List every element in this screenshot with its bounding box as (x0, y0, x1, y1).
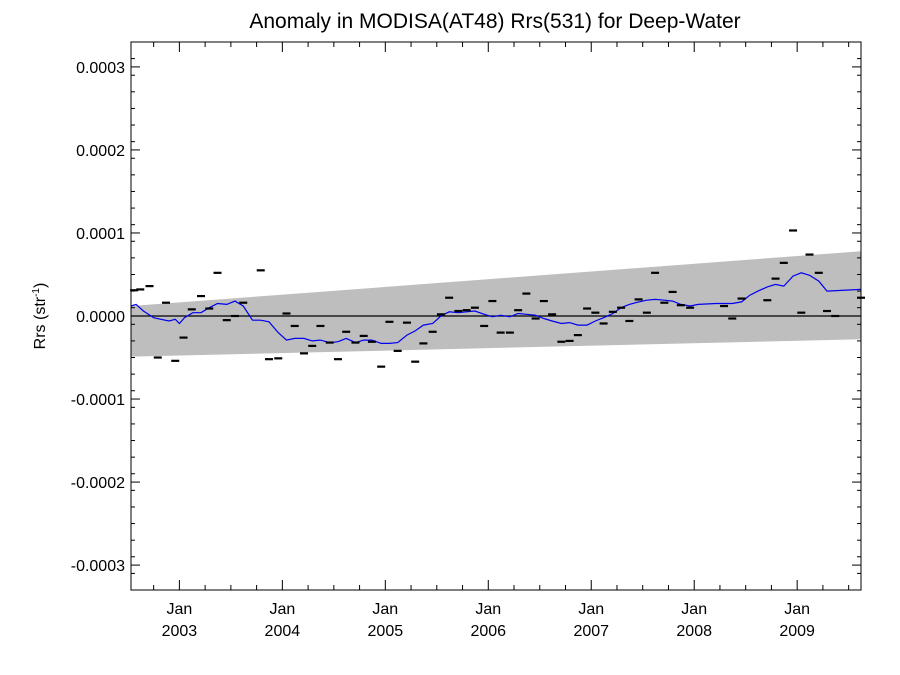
y-ticks: 0.0003 0.0002 0.0001 0.0000 -0.0001 -0.0002 -0… (71, 41, 861, 591)
y-tick-label: 0.0000 (76, 309, 125, 326)
confidence-band (131, 251, 861, 357)
y-axis-label-superscript: -1 (31, 288, 42, 297)
x-tick-label-year: 2004 (265, 623, 301, 640)
band-layer (131, 251, 861, 357)
x-tick-label-year: 2003 (162, 623, 198, 640)
y-axis-label-main: Rrs (str (32, 296, 49, 349)
x-tick-label-month: Jan (578, 601, 604, 618)
x-tick-label-month: Jan (475, 601, 501, 618)
x-tick-label-month: Jan (166, 601, 192, 618)
x-tick-label-year: 2009 (779, 623, 815, 640)
x-tick-label-month: Jan (269, 601, 295, 618)
y-tick-label: 0.0002 (76, 143, 125, 160)
x-tick-label-month: Jan (784, 601, 810, 618)
series-line-0 (130, 272, 862, 344)
x-tick-label-month: Jan (372, 601, 398, 618)
y-tick-label: -0.0002 (71, 475, 125, 492)
data-points-layer (130, 229, 865, 368)
y-axis-label: Rrs (str-1) (31, 283, 49, 350)
x-tick-label-year: 2005 (368, 623, 404, 640)
x-ticks: Jan 2003 Jan 2004 Jan 2005 Jan 2006 Jan 2007 Jan 20… (153, 42, 850, 640)
y-tick-label: 0.0003 (76, 60, 125, 77)
y-tick-label: -0.0001 (71, 392, 125, 409)
y-tick-label: 0.0001 (76, 226, 125, 243)
x-tick-label-month: Jan (681, 601, 707, 618)
x-tick-label-year: 2006 (470, 623, 506, 640)
x-tick-label-year: 2008 (676, 623, 712, 640)
plot-area (130, 229, 865, 368)
series-line-layer (130, 272, 862, 344)
x-tick-label-year: 2007 (573, 623, 609, 640)
chart-title: Anomaly in MODISA(AT48) Rrs(531) for Dee… (249, 10, 740, 33)
y-tick-label: -0.0003 (71, 558, 125, 575)
y-axis-label-close: ) (32, 283, 49, 288)
